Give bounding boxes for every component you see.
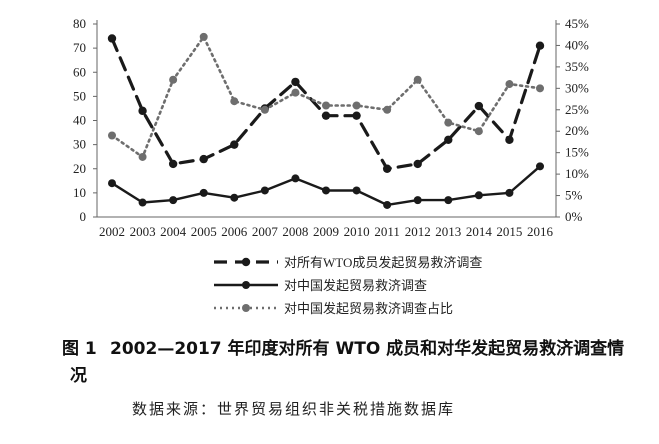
x-tick-label: 2012 — [405, 224, 431, 239]
x-tick-label: 2007 — [252, 224, 279, 239]
left-y-tick-label: 20 — [73, 161, 86, 176]
series-1 — [107, 34, 545, 173]
left-y-tick-label: 40 — [73, 113, 86, 128]
series-line — [110, 35, 542, 159]
data-point — [260, 105, 269, 114]
series-3 — [108, 32, 544, 161]
data-point — [138, 106, 147, 116]
data-point — [474, 127, 483, 136]
right-y-tick-label: 5% — [565, 188, 583, 203]
data-point — [230, 140, 239, 149]
legend-swatch-marker — [242, 304, 250, 312]
left-y-tick-label: 60 — [73, 64, 86, 79]
legend-label: 对中国发起贸易救济调查占比 — [284, 301, 453, 316]
legend-item-1: 对所有WTO成员发起贸易救济调查 — [214, 255, 482, 270]
right-y-tick-label: 20% — [565, 123, 589, 138]
data-point — [321, 111, 331, 120]
line-chart: 0 10 20 30 40 50 60 70 80 0% 5% 10% 15% 20% 25% 30% 35% 4… — [73, 16, 589, 316]
x-tick-label: 2003 — [130, 224, 156, 239]
data-point — [505, 80, 514, 89]
data-point — [444, 118, 453, 127]
left-y-tick-label: 0 — [80, 209, 87, 224]
data-point — [138, 198, 147, 207]
data-point — [291, 174, 300, 183]
legend-item-2: 对中国发起贸易救济调查 — [214, 278, 427, 293]
series-layer — [107, 32, 545, 209]
data-point — [322, 186, 330, 195]
data-point — [169, 196, 178, 205]
data-point — [352, 186, 361, 195]
data-point — [536, 162, 544, 171]
data-point — [168, 159, 178, 169]
data-point — [505, 188, 514, 197]
x-tick-label: 2005 — [191, 224, 217, 239]
data-point — [413, 159, 422, 169]
x-tick-label: 2016 — [527, 224, 554, 239]
data-point — [382, 164, 392, 173]
figure-number: 图 1 — [62, 339, 97, 359]
data-point — [199, 32, 208, 41]
x-tick-label: 2004 — [160, 224, 187, 239]
legend-item-3: 对中国发起贸易救济调查占比 — [214, 301, 453, 316]
x-tick-label: 2015 — [496, 224, 522, 239]
data-point — [536, 84, 544, 93]
data-point — [291, 77, 300, 87]
data-point — [291, 88, 300, 97]
x-tick-label: 2006 — [221, 224, 248, 239]
data-point — [108, 179, 116, 188]
data-point — [383, 105, 392, 114]
x-tick-label: 2014 — [466, 224, 493, 239]
left-y-tick-label: 80 — [73, 16, 86, 31]
data-point — [199, 154, 208, 164]
legend-swatch-marker — [242, 281, 250, 289]
right-y-tick-label: 35% — [565, 59, 589, 74]
right-y-tick-label: 15% — [565, 145, 589, 160]
legend-swatch-marker — [241, 257, 251, 267]
data-point — [474, 101, 484, 111]
x-tick-label: 2011 — [374, 224, 400, 239]
data-source-note: 数据来源：世界贸易组织非关税措施数据库 — [132, 400, 456, 418]
data-point — [535, 41, 545, 50]
data-point — [230, 193, 239, 202]
data-point — [322, 101, 330, 110]
x-tick-label: 2008 — [282, 224, 308, 239]
left-y-tick-label: 30 — [73, 137, 86, 152]
right-y-tick-label: 25% — [565, 102, 589, 117]
legend-label: 对中国发起贸易救济调查 — [284, 278, 427, 293]
data-point — [107, 34, 117, 43]
legend-label: 对所有WTO成员发起贸易救济调查 — [284, 255, 482, 270]
data-point — [383, 200, 392, 209]
left-y-tick-label: 10 — [73, 185, 86, 200]
data-point — [169, 75, 178, 84]
right-y-tick-label: 30% — [565, 80, 589, 95]
chart-axes: 0 10 20 30 40 50 60 70 80 0% 5% 10% 15% 20% 25% 30% 35% 4… — [73, 16, 589, 239]
right-y-tick-label: 45% — [565, 16, 589, 31]
x-tick-label: 2009 — [313, 224, 339, 239]
x-tick-label: 2010 — [344, 224, 370, 239]
data-point — [413, 75, 422, 84]
data-point — [230, 97, 239, 106]
left-y-tick-label: 50 — [73, 88, 86, 103]
right-y-tick-label: 0% — [565, 209, 583, 224]
data-point — [199, 188, 208, 197]
data-point — [444, 135, 453, 144]
data-point — [260, 186, 269, 195]
right-y-tick-label: 10% — [565, 166, 589, 181]
data-point — [108, 131, 116, 140]
left-y-tick-label: 70 — [73, 40, 86, 55]
x-tick-label: 2013 — [435, 224, 461, 239]
data-point — [413, 196, 422, 205]
data-point — [444, 196, 453, 205]
data-point — [352, 101, 361, 110]
data-point — [352, 111, 361, 120]
figure-caption: 图 1 2002—2017 年印度对所有 WTO 成员和对华发起贸易救济调查情况 — [62, 336, 630, 390]
series-2 — [108, 162, 544, 209]
data-point — [138, 152, 147, 161]
figure-title: 2002—2017 年印度对所有 WTO 成员和对华发起贸易救济调查情况 — [70, 339, 625, 386]
x-tick-label: 2002 — [99, 224, 125, 239]
data-point — [505, 135, 514, 144]
data-point — [474, 191, 483, 200]
right-y-tick-label: 40% — [565, 37, 589, 52]
